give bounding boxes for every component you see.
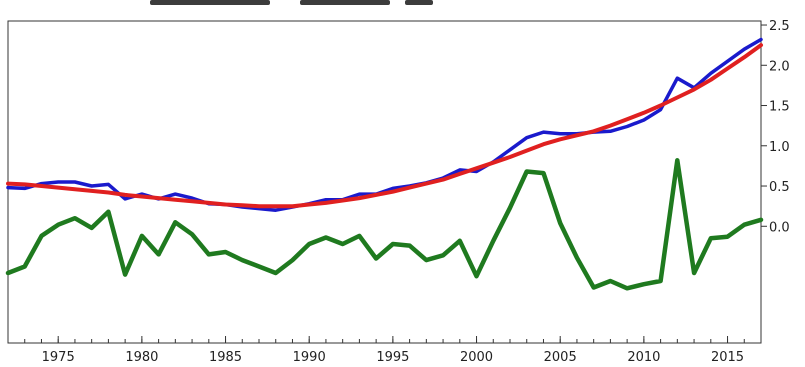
x-tick-label: 1990 [293, 350, 326, 365]
x-tick-label: 1985 [209, 350, 242, 365]
y-axis-right: 0.0 0.5 1.0 1.5 2.0 2.5 [761, 19, 790, 235]
y-right-tick-label: 2.5 [769, 19, 790, 34]
y-right-tick-label: 0.5 [769, 180, 790, 195]
x-axis: 1975 1980 1985 1990 1995 2000 2005 2010 2015 [7, 336, 762, 365]
series-line-3 [5, 158, 764, 291]
series-line-2 [6, 43, 763, 209]
x-tick-label: 2005 [544, 350, 577, 365]
x-tick-label: 2010 [627, 350, 660, 365]
x-tick-label: 2015 [711, 350, 744, 365]
x-tick-label: 1995 [376, 350, 409, 365]
y-right-tick-label: 0.0 [769, 220, 790, 235]
series-layer [5, 37, 764, 291]
x-tick-label: 2000 [460, 350, 493, 365]
y-right-tick-label: 1.5 [769, 100, 790, 115]
y-right-tick-label: 2.0 [769, 59, 790, 74]
y-right-tick-label: 1.0 [769, 140, 790, 155]
x-tick-label: 1980 [125, 350, 158, 365]
x-tick-label: 1975 [42, 350, 75, 365]
plot-frame [7, 20, 762, 344]
series-line-1 [6, 37, 763, 212]
header-text-fragment [150, 0, 433, 5]
